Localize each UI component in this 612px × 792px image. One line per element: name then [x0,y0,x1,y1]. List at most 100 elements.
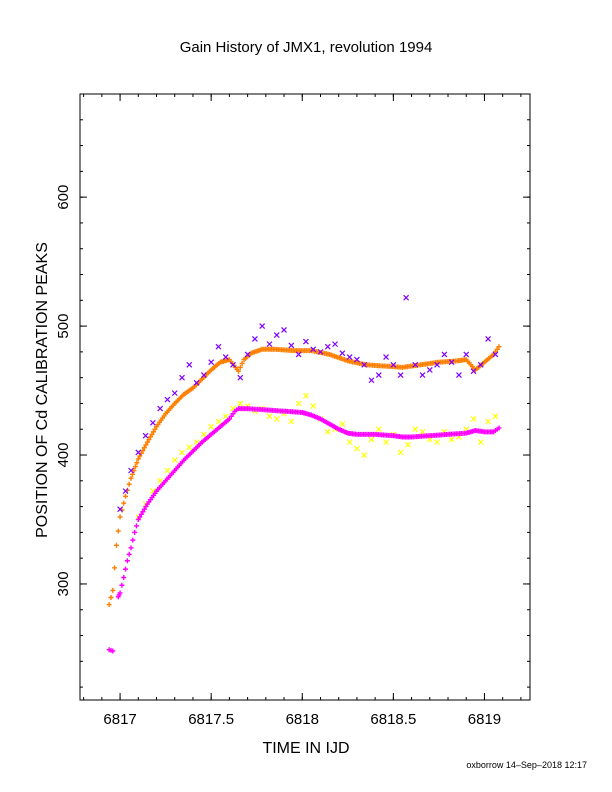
data-point [152,426,158,432]
data-point [266,341,273,348]
data-point [128,545,134,551]
data-point [496,344,502,350]
data-point [141,445,147,451]
data-point [135,456,141,462]
data-point [135,449,142,456]
data-point [171,390,178,397]
data-point [149,419,156,426]
data-point [133,523,139,529]
data-point [164,396,171,403]
data-point [375,372,382,379]
data-point [353,445,360,452]
data-point [222,354,229,360]
data-point [353,356,360,363]
data-point [138,511,144,517]
data-point [273,332,280,339]
data-point [150,429,156,435]
x-axis-label: TIME IN IJD [262,740,349,757]
data-point [346,354,353,360]
data-point [244,351,251,358]
data-point [200,372,207,379]
data-point [110,648,116,654]
data-point [141,506,147,512]
data-point [383,439,389,446]
data-point [288,418,295,425]
series-purple [117,294,499,513]
y-tick-label: 500 [55,314,72,339]
data-point [208,359,215,366]
y-tick-label: 300 [55,571,72,596]
data-point [121,575,127,581]
x-tick-label: 6817 [103,711,136,728]
data-point [494,346,500,352]
series-magenta [106,406,502,654]
data-point [226,416,232,422]
x-tick-label: 6817.5 [188,711,234,728]
y-tick-label: 400 [55,443,72,468]
data-point [324,343,331,350]
data-point [122,488,129,495]
x-tick-label: 6818.5 [370,711,416,728]
data-point [112,565,118,571]
plot-area-frame [79,93,531,701]
data-point [281,327,287,333]
data-point [397,449,404,456]
data-point [143,442,149,448]
data-point [123,566,129,572]
data-point [239,360,245,366]
data-point [130,537,136,543]
data-point [143,504,149,510]
series-layer [106,294,502,654]
data-point [193,379,200,386]
data-point [368,377,375,384]
data-point [339,350,346,357]
data-point [251,336,258,342]
data-point [448,359,455,366]
data-point [492,413,499,420]
data-point [405,441,411,448]
data-point [134,460,140,466]
data-point [485,336,492,342]
data-point [113,542,119,548]
data-point [302,392,309,399]
data-point [456,372,462,379]
data-point [121,500,127,506]
data-point [132,529,138,535]
data-point [302,338,309,345]
data-point [470,368,477,375]
data-point [339,421,346,428]
data-point [208,423,215,430]
data-point [310,403,317,409]
data-point [361,361,368,368]
data-point [215,418,222,425]
data-point [179,374,185,381]
data-point [123,493,129,499]
data-point [470,415,477,422]
data-point [110,587,116,593]
data-point [237,400,244,407]
data-point [477,439,484,446]
data-point [126,481,132,487]
data-point [375,426,382,433]
data-point [117,590,123,596]
data-point [237,374,244,381]
data-point [295,351,302,358]
data-point [135,516,141,522]
data-point [146,437,152,443]
data-point [186,444,193,451]
series-orange [106,344,502,608]
data-point [230,361,236,368]
data-point [403,294,410,301]
x-tick-label: 6819 [468,711,501,728]
data-point [477,361,484,368]
data-point [419,428,426,435]
data-point [463,351,470,358]
data-point [124,558,130,564]
data-point [119,582,125,588]
x-tick-label: 6818 [286,711,319,728]
data-point [448,436,455,443]
data-point [383,354,389,360]
data-point [317,348,324,355]
data-point [266,413,273,420]
